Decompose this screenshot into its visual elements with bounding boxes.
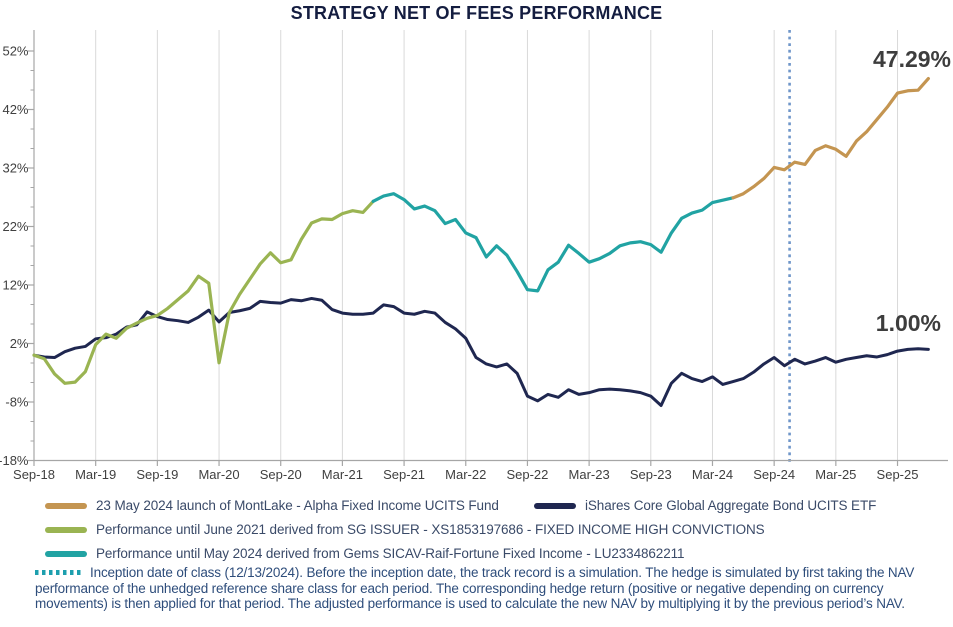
legend-item-montlake: 23 May 2024 launch of MontLake - Alpha F… [45, 498, 499, 513]
legend-label-sg-issuer: Performance until June 2021 derived from… [96, 522, 765, 537]
x-tick-label: Sep-21 [383, 467, 425, 482]
legend-label-montlake: 23 May 2024 launch of MontLake - Alpha F… [96, 498, 499, 513]
y-tick-label: -18% [0, 453, 29, 468]
legend-swatch-sg-issuer-line [45, 526, 87, 533]
chart-legend: 23 May 2024 launch of MontLake - Alpha F… [0, 497, 953, 563]
series-sg-issuer-line [32, 199, 375, 385]
x-tick-label: Mar-25 [815, 467, 856, 482]
x-tick-label: Sep-25 [877, 467, 919, 482]
series-montlake-line [731, 76, 930, 200]
x-tick-label: Mar-19 [75, 467, 116, 482]
x-tick-label: Sep-19 [136, 467, 178, 482]
strategy-final-value: 47.29% [873, 46, 951, 72]
x-tick-label: Mar-24 [692, 467, 733, 482]
x-tick-label: Sep-22 [506, 467, 548, 482]
footnote-text: Inception date of class (12/13/2024). Be… [35, 565, 915, 612]
legend-item-sg-issuer: Performance until June 2021 derived from… [45, 522, 765, 537]
series-ishares-line [32, 296, 930, 408]
legend-item-gems: Performance until May 2024 derived from … [45, 546, 685, 561]
inception-dotted-marker [35, 570, 81, 575]
legend-label-gems: Performance until May 2024 derived from … [96, 546, 685, 561]
y-tick-label: 12% [2, 278, 28, 293]
y-tick-label: 42% [2, 102, 28, 117]
x-tick-label: Sep-18 [13, 467, 55, 482]
performance-chart: 52% 42% 32% 22% 12% 2% -8% -18%Sep-18 Mar-19 Sep-… [0, 30, 951, 482]
x-tick-label: Sep-23 [630, 467, 672, 482]
y-tick-label: 22% [2, 219, 28, 234]
y-tick-label: 2% [10, 336, 29, 351]
legend-swatch-montlake-line [45, 502, 87, 509]
y-tick-label: -8% [5, 395, 29, 410]
y-tick-label: 32% [2, 161, 28, 176]
series-gems-line [371, 192, 735, 293]
legend-swatch-gems-line [45, 550, 87, 557]
x-tick-label: Mar-20 [198, 467, 239, 482]
x-tick-label: Sep-24 [753, 467, 795, 482]
x-tick-label: Mar-21 [322, 467, 363, 482]
y-tick-label: 52% [2, 44, 28, 59]
legend-swatch-ishares-line [534, 502, 576, 509]
benchmark-final-value: 1.00% [876, 310, 941, 336]
x-tick-label: Sep-20 [260, 467, 302, 482]
x-tick-label: Mar-23 [569, 467, 610, 482]
legend-item-ishares: iShares Core Global Aggregate Bond UCITS… [534, 498, 876, 513]
legend-label-ishares: iShares Core Global Aggregate Bond UCITS… [585, 498, 877, 513]
chart-title: STRATEGY NET OF FEES PERFORMANCE [290, 3, 663, 23]
inception-footnote: Inception date of class (12/13/2024). Be… [35, 565, 943, 612]
x-tick-label: Mar-22 [445, 467, 486, 482]
